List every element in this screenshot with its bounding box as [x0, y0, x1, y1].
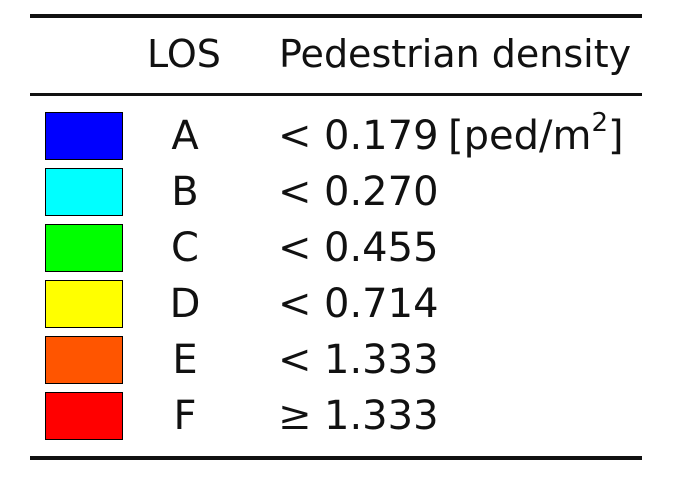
comparison-operator: <: [278, 281, 312, 327]
comparison-operator: ≥: [278, 393, 312, 439]
los-level: A: [171, 113, 199, 159]
header-los: LOS: [147, 32, 221, 76]
unit-exponent: 2: [591, 107, 608, 138]
comparison-operator: <: [278, 337, 312, 383]
table-bottom-rule: [30, 456, 642, 460]
los-level: B: [171, 169, 199, 215]
table-top-rule: [30, 14, 642, 18]
los-level: D: [169, 281, 201, 327]
density-unit: [ped/m2]: [448, 110, 624, 160]
los-level: F: [173, 393, 197, 439]
los-level: E: [172, 337, 198, 383]
table-row-f: F ≥ 1.333: [0, 392, 681, 448]
density-threshold: 0.270: [324, 169, 439, 215]
density-threshold: 1.333: [324, 337, 439, 383]
comparison-operator: <: [278, 169, 312, 215]
table-row-d: D < 0.714: [0, 280, 681, 336]
table-row-e: E < 1.333: [0, 336, 681, 392]
unit-suffix: ]: [607, 113, 624, 159]
color-swatch-orange: [45, 336, 123, 384]
table-row-c: C < 0.455: [0, 224, 681, 280]
comparison-operator: <: [278, 113, 312, 159]
density-threshold: 0.714: [324, 281, 439, 327]
color-swatch-red: [45, 392, 123, 440]
density-threshold: 1.333: [324, 393, 439, 439]
table-row-a: A < 0.179 [ped/m2]: [0, 110, 681, 168]
header-pedestrian-density: Pedestrian density: [279, 32, 632, 76]
table-row-b: B < 0.270: [0, 168, 681, 224]
color-swatch-cyan: [45, 168, 123, 216]
unit-prefix: [ped/m: [448, 113, 592, 159]
color-swatch-green: [45, 224, 123, 272]
color-swatch-yellow: [45, 280, 123, 328]
table-header-rule: [30, 93, 642, 96]
los-level: C: [171, 225, 199, 271]
density-threshold: 0.179: [324, 113, 439, 159]
comparison-operator: <: [278, 225, 312, 271]
density-threshold: 0.455: [324, 225, 439, 271]
color-swatch-blue: [45, 112, 123, 160]
